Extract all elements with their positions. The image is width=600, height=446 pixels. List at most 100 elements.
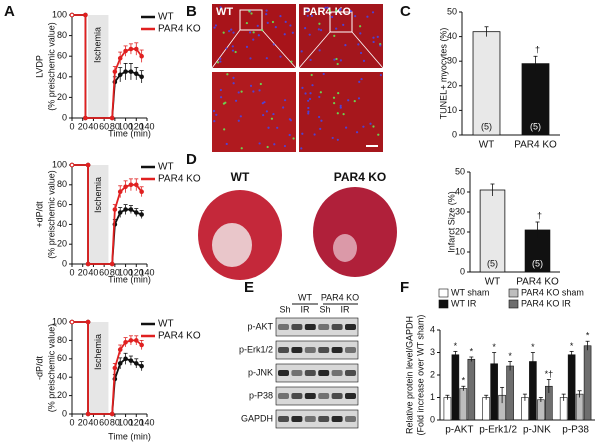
y-tick-label: 40 xyxy=(57,71,67,81)
band xyxy=(291,324,303,330)
significance: † xyxy=(537,210,542,220)
point xyxy=(117,55,123,61)
significance: † xyxy=(535,45,540,55)
point xyxy=(133,210,139,215)
nucleus xyxy=(219,88,222,92)
band xyxy=(304,324,316,330)
point xyxy=(83,12,88,18)
nucleus xyxy=(301,86,304,89)
nucleus xyxy=(258,89,261,92)
nucleus xyxy=(372,40,375,44)
nucleus xyxy=(232,82,235,85)
nucleus xyxy=(290,60,293,63)
point xyxy=(69,162,75,168)
x-tick-label: 40 xyxy=(88,121,98,131)
point xyxy=(139,363,144,369)
heart-label: WT xyxy=(231,170,250,184)
nucleus xyxy=(274,26,277,29)
point xyxy=(128,69,134,74)
x-tick-label: 60 xyxy=(99,121,109,131)
bar xyxy=(537,399,545,421)
nucleus xyxy=(240,90,243,93)
x-tick-label: 0 xyxy=(69,121,74,131)
nucleus xyxy=(252,38,255,41)
nucleus xyxy=(333,102,336,105)
nucleus xyxy=(245,21,248,25)
nucleus xyxy=(318,22,321,25)
x-tick-label: p-P38 xyxy=(562,425,589,436)
ischemia-label: Ischemia xyxy=(93,177,103,213)
band xyxy=(331,324,343,330)
point xyxy=(112,365,118,371)
ischemia-region xyxy=(89,165,109,264)
y-tick-label: 60 xyxy=(57,353,67,363)
blot-row-label: p-AKT xyxy=(247,321,273,331)
x-tick-label: 40 xyxy=(88,267,98,277)
y-tick-label: 50 xyxy=(447,6,457,16)
point xyxy=(128,338,134,343)
n-label: (5) xyxy=(487,258,498,268)
legend-label: WT IR xyxy=(451,298,477,308)
blot-row-label: p-JNK xyxy=(248,367,273,377)
nucleus xyxy=(256,24,259,27)
nucleus xyxy=(271,20,275,24)
nucleus xyxy=(355,131,359,134)
band xyxy=(318,324,330,330)
nucleus xyxy=(319,91,322,94)
significance: * xyxy=(531,342,535,352)
micrograph-label: WT xyxy=(216,6,233,18)
nucleus xyxy=(237,91,240,94)
nucleus xyxy=(322,72,325,76)
point xyxy=(128,207,134,212)
micrographs: WT PAR4 KO xyxy=(211,4,384,152)
nucleus xyxy=(262,113,265,117)
point xyxy=(123,48,128,54)
legend-label: PAR4 KO sham xyxy=(521,287,584,297)
y-axis-label: Relative protein level/GAPDH xyxy=(404,316,414,434)
y-tick-label: 0 xyxy=(430,414,435,424)
band xyxy=(304,416,316,422)
nucleus xyxy=(318,49,321,52)
y-tick-label: 20 xyxy=(57,239,67,249)
legend-label: WT xyxy=(158,12,174,23)
nucleus xyxy=(358,80,361,83)
nucleus xyxy=(377,133,380,136)
nucleus xyxy=(279,15,282,18)
nucleus xyxy=(336,62,339,66)
point xyxy=(83,115,88,121)
micrograph xyxy=(212,72,296,152)
nucleus xyxy=(331,15,334,19)
band xyxy=(291,347,303,353)
blot-strip xyxy=(275,363,359,383)
nucleus xyxy=(225,142,228,146)
micrograph-label: PAR4 KO xyxy=(303,6,352,18)
y-tick-label: 0 xyxy=(452,129,457,139)
legend-label: PAR4 KO IR xyxy=(521,298,571,308)
significance: * xyxy=(570,341,574,351)
nucleus xyxy=(342,113,345,116)
nucleus xyxy=(326,6,329,9)
nucleus xyxy=(307,99,310,102)
significance: * xyxy=(470,346,474,356)
nucleus xyxy=(232,76,235,79)
nucleus xyxy=(266,21,269,24)
nucleus xyxy=(267,126,270,129)
band xyxy=(278,370,289,376)
point xyxy=(139,74,144,80)
nucleus xyxy=(212,109,216,113)
nucleus xyxy=(345,126,348,129)
nucleus xyxy=(265,57,268,60)
nucleus xyxy=(339,106,342,109)
ischemia-region xyxy=(88,15,109,118)
band xyxy=(278,347,289,353)
band xyxy=(345,393,356,399)
x-tick-label: 80 xyxy=(110,417,120,427)
point xyxy=(123,69,128,74)
y-tick-label: 80 xyxy=(57,30,67,40)
point xyxy=(112,69,118,74)
nucleus xyxy=(245,45,249,48)
legend-label: PAR4 KO xyxy=(158,331,201,342)
band xyxy=(318,416,330,422)
western-blot: WT PAR4 KO Sh IR Sh IR xyxy=(279,292,359,314)
nucleus xyxy=(357,43,360,46)
